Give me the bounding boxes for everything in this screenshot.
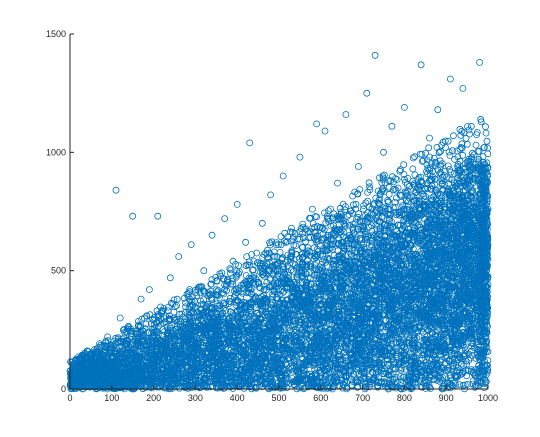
data-point <box>87 351 95 359</box>
data-point <box>117 365 125 373</box>
data-point <box>173 302 181 309</box>
data-point <box>95 383 103 391</box>
data-point <box>68 358 76 366</box>
data-point <box>95 363 103 371</box>
data-point <box>87 378 94 386</box>
data-point <box>76 367 83 375</box>
data-point <box>95 351 103 359</box>
data-point <box>71 380 78 388</box>
data-point <box>93 370 101 378</box>
data-point <box>81 353 88 361</box>
data-point <box>71 366 79 374</box>
data-point <box>86 369 94 377</box>
data-point <box>86 364 93 372</box>
data-point <box>112 377 120 385</box>
data-point <box>85 377 93 385</box>
data-point <box>119 380 127 388</box>
data-point <box>277 233 285 241</box>
data-point <box>148 384 156 392</box>
data-point <box>78 375 85 383</box>
points-layer <box>66 51 492 393</box>
data-point <box>100 383 108 391</box>
data-point <box>91 352 98 360</box>
data-point <box>101 363 108 371</box>
